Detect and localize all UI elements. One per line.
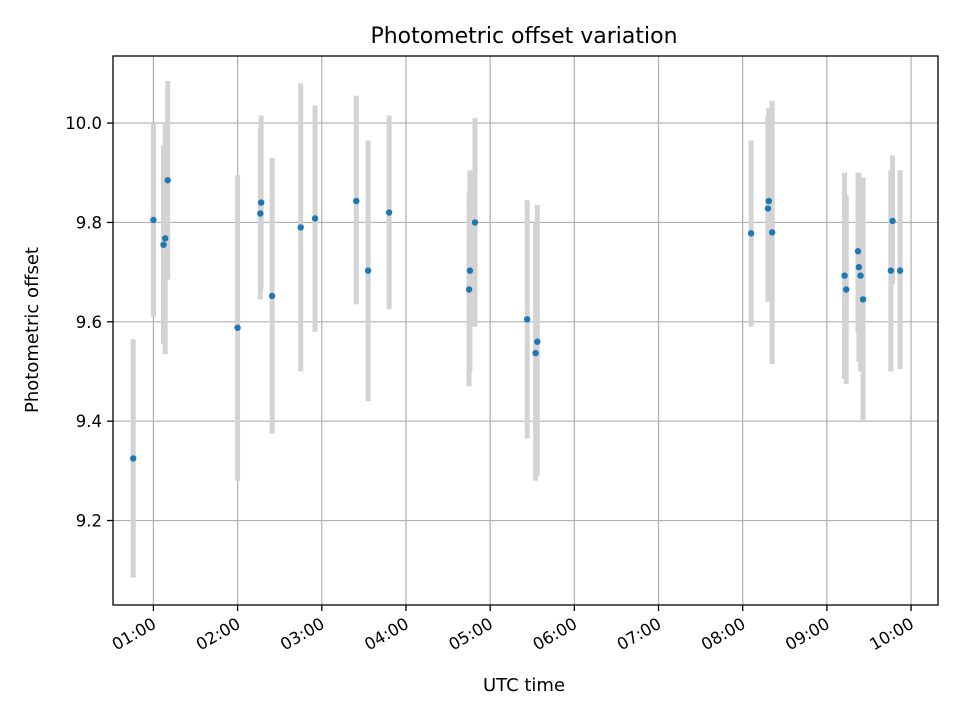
data-point bbox=[268, 292, 276, 300]
y-axis-label: Photometric offset bbox=[22, 247, 43, 413]
data-point bbox=[385, 209, 393, 216]
data-point bbox=[857, 272, 864, 279]
y-axis-ticks: 9.2 9.4 9.6 9.8 10.0 bbox=[65, 114, 113, 531]
data-point bbox=[466, 267, 474, 274]
data-point bbox=[768, 229, 776, 236]
data-point bbox=[257, 210, 264, 217]
chart-title: Photometric offset variation bbox=[370, 24, 677, 49]
data-point bbox=[523, 316, 531, 323]
data-point bbox=[896, 267, 904, 274]
data-point bbox=[889, 217, 896, 225]
data-point bbox=[130, 455, 137, 462]
data-point bbox=[465, 286, 473, 293]
data-point bbox=[150, 216, 157, 224]
data-point bbox=[532, 349, 539, 357]
data-point bbox=[257, 199, 265, 206]
data-points bbox=[130, 177, 904, 462]
data-point bbox=[854, 248, 862, 255]
data-point bbox=[859, 296, 867, 303]
data-point bbox=[843, 286, 850, 293]
x-tick-label: 10:00 bbox=[866, 614, 917, 654]
y-tick-label: 9.6 bbox=[76, 313, 102, 332]
data-point bbox=[297, 224, 304, 231]
error-bars bbox=[130, 80, 903, 578]
data-point bbox=[841, 272, 848, 279]
x-tick-label: 01:00 bbox=[109, 614, 160, 654]
y-tick-label: 9.8 bbox=[76, 213, 102, 232]
data-point bbox=[160, 241, 167, 248]
data-point bbox=[747, 230, 755, 237]
x-tick-label: 06:00 bbox=[530, 614, 581, 654]
y-tick-label: 9.2 bbox=[76, 512, 102, 531]
data-point bbox=[164, 177, 171, 184]
data-point bbox=[765, 197, 772, 205]
x-tick-label: 02:00 bbox=[193, 614, 244, 654]
x-axis-label: UTC time bbox=[483, 675, 565, 696]
x-axis-ticks: 01:00 02:00 03:00 04:00 05:00 06:00 07:00 08:00… bbox=[109, 605, 917, 654]
x-tick-label: 09:00 bbox=[782, 614, 833, 654]
data-point bbox=[764, 205, 772, 212]
data-point bbox=[855, 263, 863, 271]
x-tick-label: 03:00 bbox=[277, 614, 328, 654]
data-point bbox=[534, 338, 541, 345]
x-tick-label: 05:00 bbox=[445, 614, 496, 654]
data-point bbox=[161, 235, 169, 242]
data-point bbox=[234, 324, 241, 331]
data-point bbox=[353, 197, 360, 205]
plot-frame bbox=[112, 55, 939, 606]
data-point bbox=[311, 215, 319, 222]
y-tick-label: 10.0 bbox=[65, 114, 102, 133]
data-point bbox=[471, 219, 479, 226]
data-point bbox=[364, 267, 372, 274]
x-tick-label: 04:00 bbox=[361, 614, 412, 654]
data-point bbox=[887, 267, 895, 274]
x-tick-label: 07:00 bbox=[614, 614, 665, 654]
x-tick-label: 08:00 bbox=[698, 614, 749, 654]
y-tick-label: 9.4 bbox=[76, 412, 102, 431]
